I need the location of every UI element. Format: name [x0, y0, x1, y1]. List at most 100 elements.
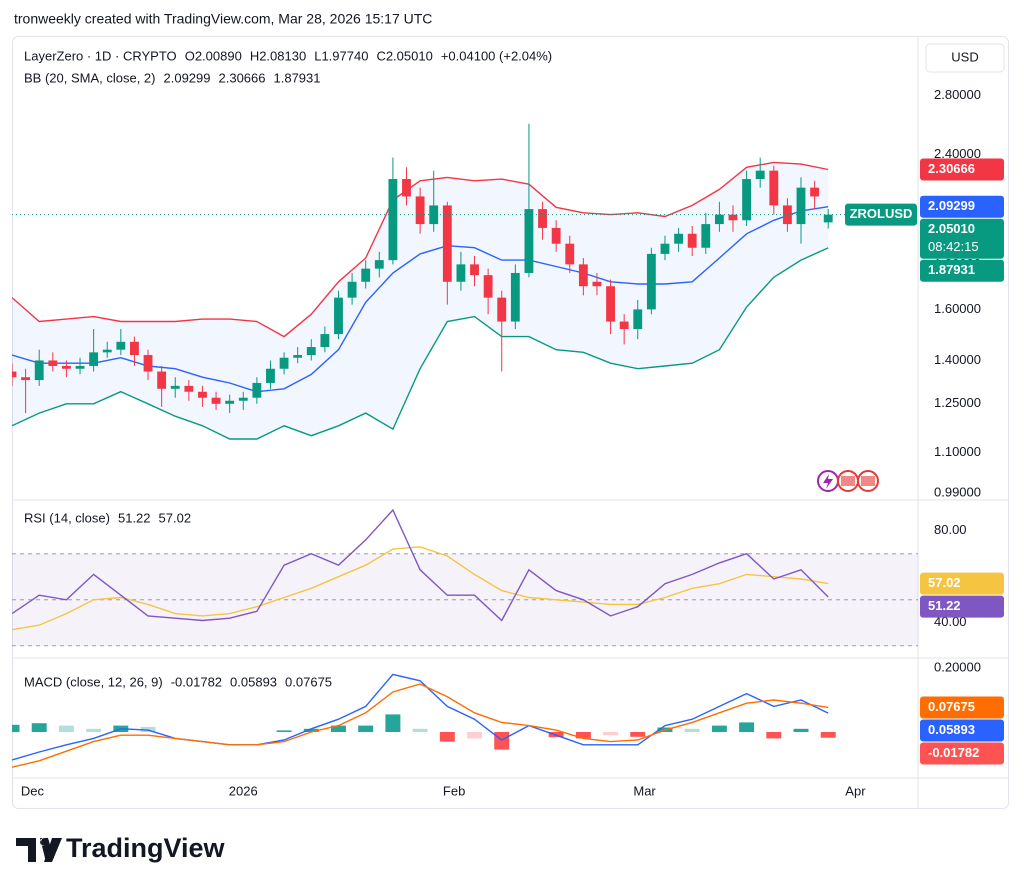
x-tick-label: 2026 — [229, 783, 258, 798]
histogram-bar — [494, 732, 510, 750]
y-tick-label: 1.25000 — [934, 395, 981, 410]
candle-body — [143, 355, 153, 372]
candle-body — [728, 214, 738, 221]
histogram-bar — [303, 728, 319, 732]
candle-body — [742, 179, 752, 221]
indicator-value: 0.05893 — [230, 674, 277, 689]
histogram-bar — [276, 730, 292, 732]
indicator-value: 1.87931 — [274, 70, 321, 85]
candle-body — [34, 360, 44, 381]
candle-body — [810, 187, 820, 197]
candle-body — [184, 385, 194, 392]
logo-mark — [41, 838, 49, 846]
candle-body — [306, 347, 316, 356]
price-tag: 2.09299 — [928, 198, 975, 213]
candle-body — [415, 196, 425, 225]
histogram-bar — [739, 722, 755, 732]
y-tick-label: 40.00 — [934, 614, 967, 629]
candle-body — [674, 233, 683, 244]
candle-body — [510, 272, 520, 322]
y-tick-label: 1.60000 — [934, 301, 981, 316]
candle-body — [266, 368, 275, 383]
price-tag-box — [920, 719, 1004, 742]
histogram-bar — [684, 728, 700, 732]
price-tag-box — [920, 696, 1004, 719]
candle-body — [374, 260, 384, 269]
histogram-bar — [793, 728, 809, 732]
ohlc-label: L — [314, 48, 321, 63]
candle-body — [157, 371, 167, 389]
candle-body — [606, 286, 615, 322]
currency-box[interactable] — [925, 43, 1005, 73]
candle-body — [238, 397, 248, 401]
x-tick-label: Feb — [443, 783, 465, 798]
price-tag-box — [920, 259, 1004, 282]
countdown: 08:42:15 — [928, 239, 979, 254]
histogram-bar — [820, 732, 836, 738]
histogram-bar — [630, 732, 646, 737]
candle-body — [796, 187, 806, 225]
candle-body — [225, 400, 235, 404]
y-tick-label: 1.10000 — [934, 444, 981, 459]
candle-body — [456, 264, 466, 282]
candle-body — [646, 253, 656, 310]
price-pane — [12, 123, 918, 440]
symbol-tag-box — [845, 203, 917, 226]
candle-body — [252, 382, 262, 398]
icon — [823, 474, 833, 489]
indicator-line — [12, 683, 829, 768]
candle-body — [769, 170, 779, 206]
candle-body — [102, 349, 112, 353]
y-tick-label: 2.80000 — [934, 87, 981, 102]
histogram-bar — [439, 732, 455, 742]
price-tag-box — [920, 742, 1004, 765]
candle-body — [388, 179, 398, 261]
candle-body — [361, 268, 371, 282]
candle-body — [497, 297, 507, 322]
x-tick-label: Apr — [845, 783, 866, 798]
band-fill — [12, 162, 829, 439]
candle-body — [320, 334, 330, 348]
price-tag: 2.05010 — [928, 221, 975, 236]
candle-body — [116, 341, 126, 350]
indicator-value: 2.09299 — [164, 70, 211, 85]
indicator-title: BB (20, SMA, close, 2) — [24, 70, 156, 85]
candle-body — [701, 224, 711, 248]
candle-body — [551, 227, 561, 244]
histogram-bar — [467, 732, 483, 739]
candle-body — [429, 205, 439, 225]
indicator-value: 57.02 — [159, 510, 192, 525]
histogram-bar — [358, 725, 374, 732]
ohlc-value: 2.00890 — [195, 48, 242, 63]
ohlc-value: 1.97740 — [321, 48, 368, 63]
symbol: LayerZero · 1D · CRYPTO — [24, 48, 177, 63]
logo-mark — [16, 838, 54, 862]
candle-body — [402, 179, 411, 197]
ohlc-label: C — [376, 48, 385, 63]
candle-body — [279, 357, 289, 369]
candle-body — [687, 233, 697, 248]
candle-body — [619, 321, 629, 330]
logo-mark — [44, 838, 62, 862]
candle-body — [633, 309, 643, 330]
price-tag: 57.02 — [928, 575, 961, 590]
histogram-bar — [385, 714, 401, 732]
candle-body — [483, 275, 493, 298]
icon — [861, 476, 875, 486]
candle-body — [578, 264, 588, 287]
histogram-bar — [575, 732, 591, 739]
currency[interactable]: USD — [951, 49, 978, 64]
candle-body — [565, 243, 575, 265]
histogram-bar — [603, 732, 619, 736]
indicator-value: 51.22 — [118, 510, 151, 525]
candle-body — [714, 214, 724, 225]
currency-button[interactable]: USD — [925, 43, 1005, 73]
histogram-bar — [31, 723, 47, 732]
price-tag: 2.30666 — [928, 161, 975, 176]
histogram-bar — [86, 728, 102, 732]
candle-body — [334, 297, 343, 335]
candle-body — [198, 391, 207, 398]
indicator-line — [12, 247, 829, 440]
